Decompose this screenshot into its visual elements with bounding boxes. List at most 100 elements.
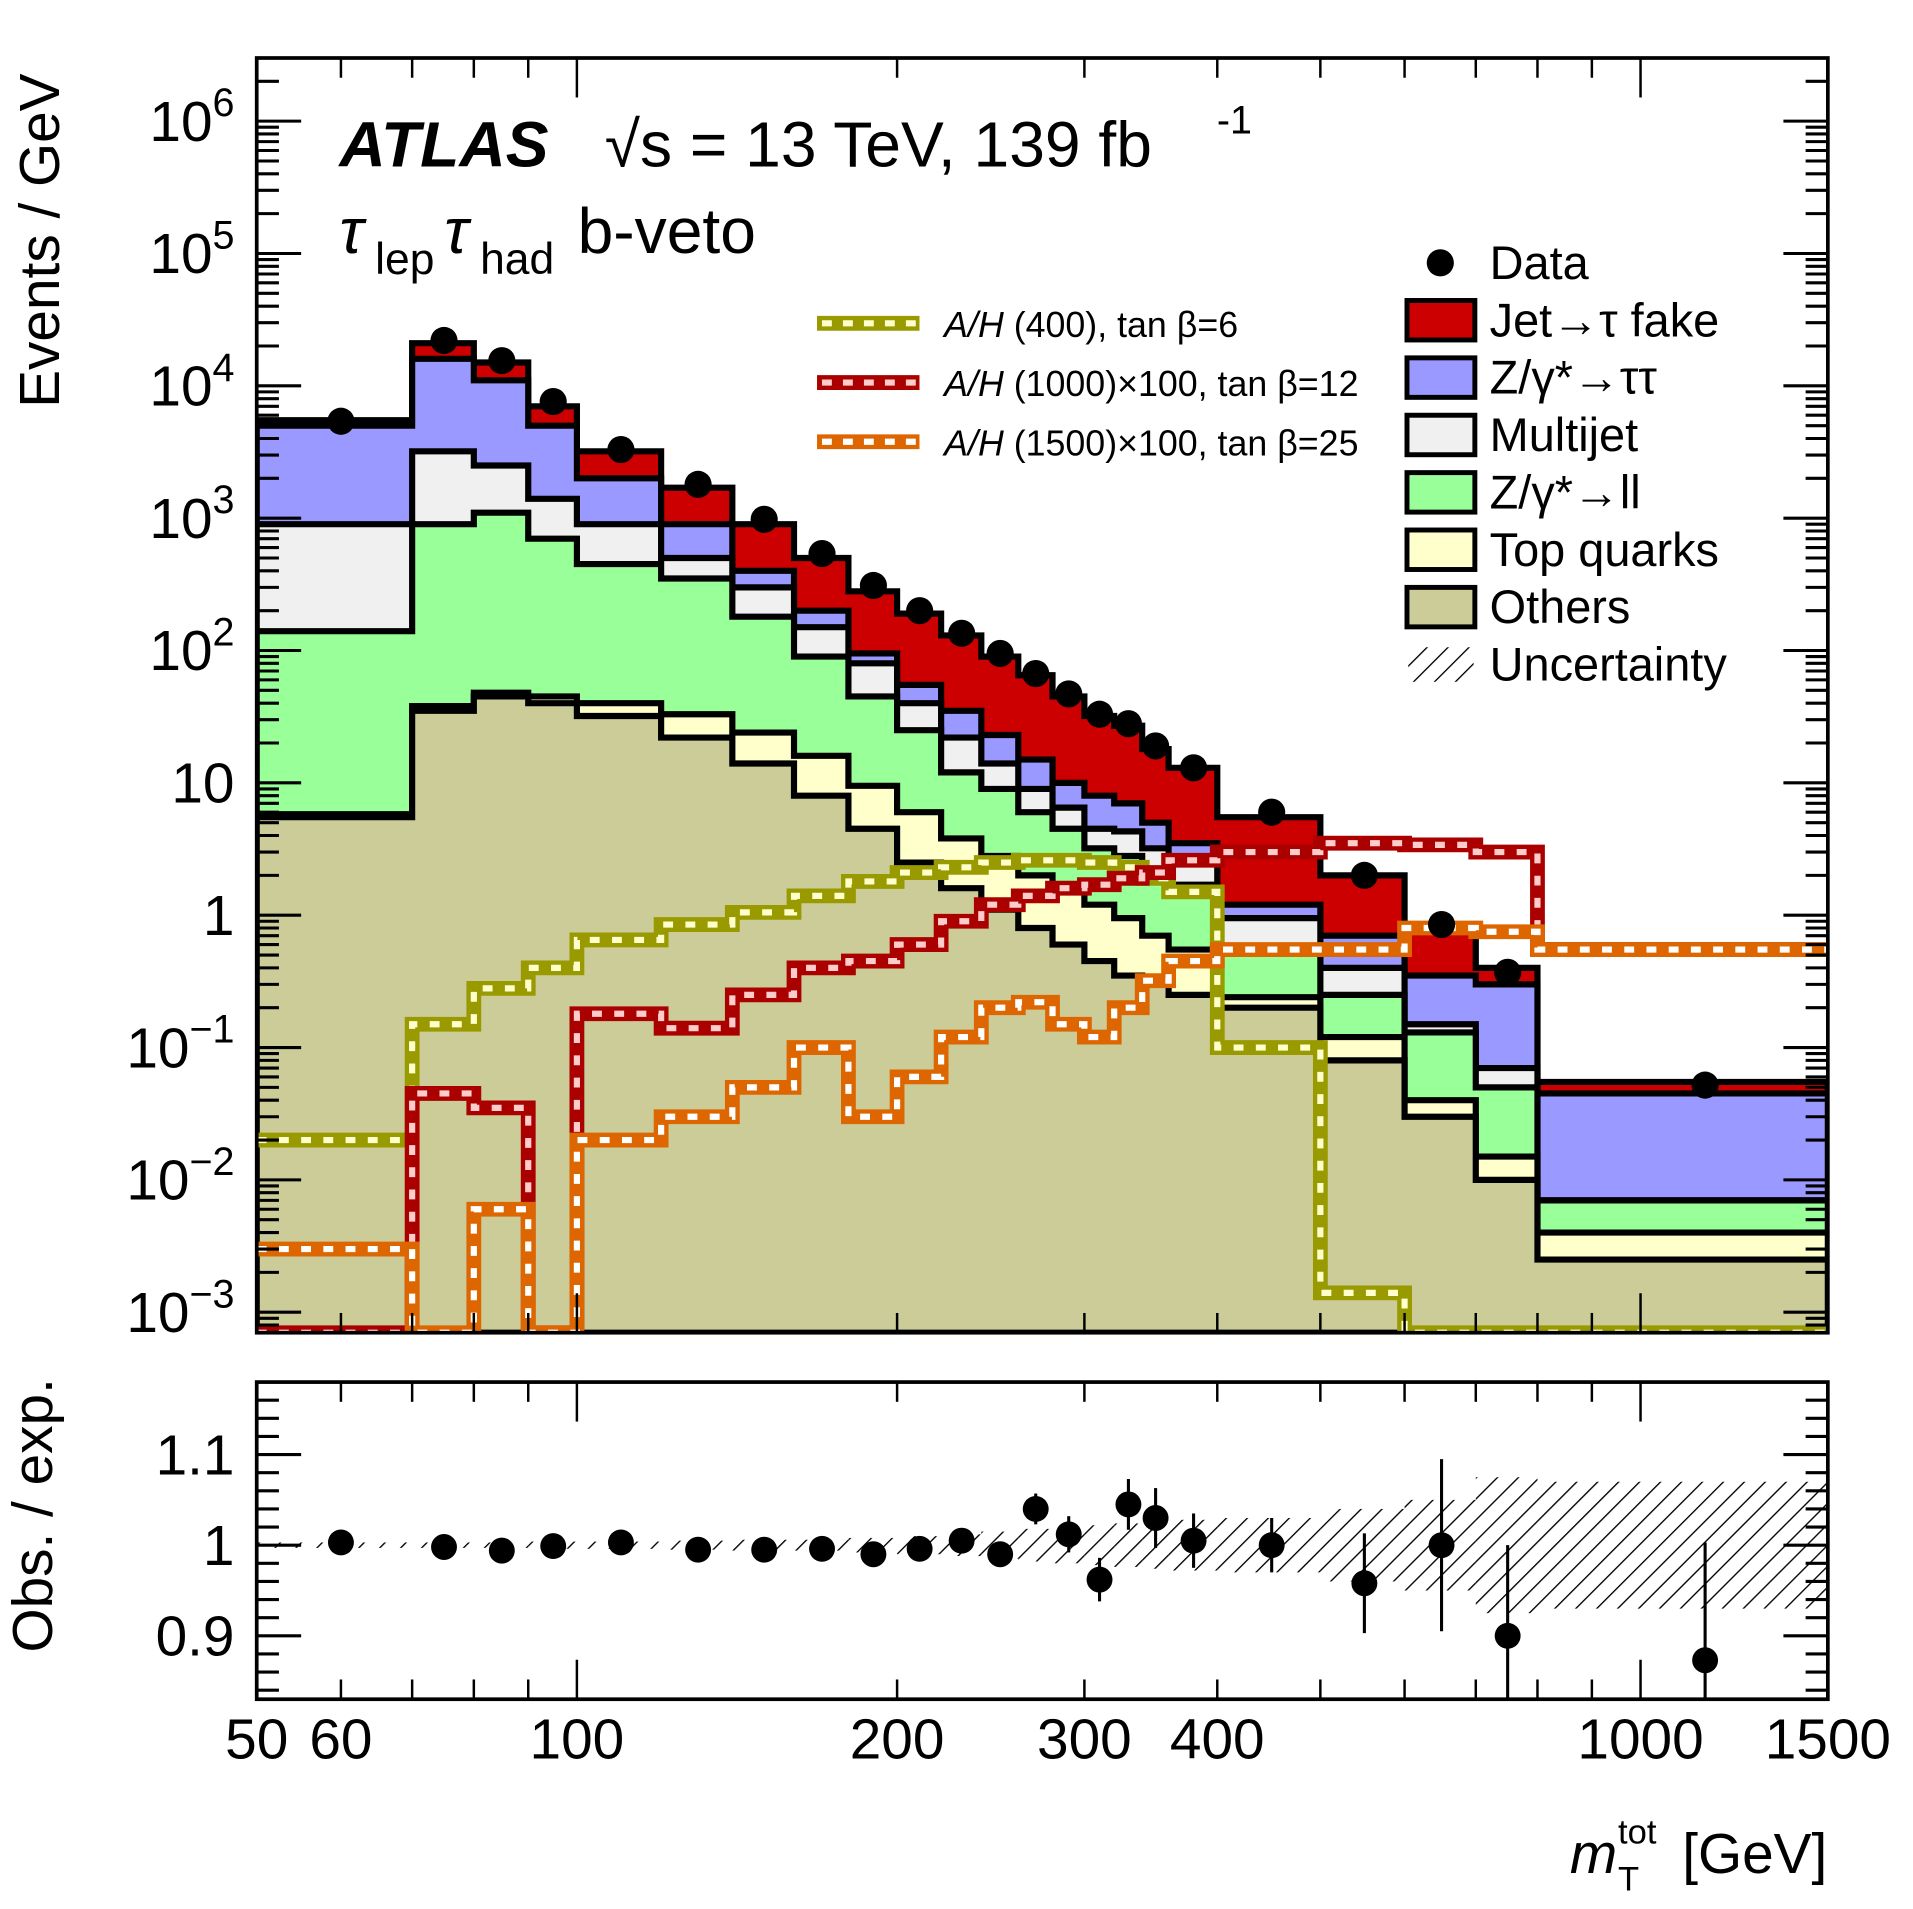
legend-label: Z/γ*→ττ [1490,352,1658,404]
y-tick-base: 10 [149,223,212,286]
signal-legend-rest: (1500)×100, tan β=25 [1004,423,1359,463]
legend-swatch-hatch [1408,647,1474,682]
ratio-band-bin [1018,1528,1053,1562]
y-tick-base: 10 [126,1017,189,1080]
y-tick-base: 10 [171,753,234,816]
energy-lumi-label: √s = 13 TeV, 139 fb [605,109,1152,181]
x-tick-label: 300 [1037,1708,1132,1771]
channel-tau1: τ [339,195,367,267]
signal-legend-prefix: A/H [942,423,1004,463]
y-tick-base: 10 [126,1282,189,1345]
channel-sub-lep: lep [375,235,434,284]
ratio-point [1428,1532,1455,1559]
y-tick-base: 10 [126,1150,189,1213]
legend-label: Multijet [1490,409,1638,461]
y-tick-exponent: 5 [213,214,235,258]
ratio-tick-label: 0.9 [156,1606,235,1669]
data-point [327,407,355,435]
channel-sub-had: had [480,235,554,284]
legend-swatch [1404,584,1478,630]
ratio-point [431,1534,457,1560]
x-tick-label: 400 [1170,1708,1265,1771]
y-axis-title: Events / GeV [9,73,72,407]
legend-label: Others [1490,581,1631,633]
legend-label: Z/γ*→ll [1490,466,1641,518]
lumi-exponent: -1 [1217,98,1252,142]
data-point [986,639,1014,668]
x-tick-labels: 50 60 100 200 300 400 1000 1500 [225,1708,1891,1771]
x-tick-label: 1000 [1577,1708,1703,1771]
ratio-tick-labels: 1.1 1 0.9 [156,1424,235,1668]
main-axis-ticks [256,56,1828,1335]
ratio-point [327,1529,354,1556]
y-tick-label: 104 [149,346,234,419]
y-tick-label: 105 [149,214,234,287]
legend-label: Data [1490,237,1590,289]
ratio-point [1692,1647,1719,1674]
signal-curve-dots-1 [256,857,1828,1333]
ratio-point [1142,1505,1169,1531]
signal-legend-prefix: A/H [942,305,1004,345]
channel-tau2: τ [444,195,472,267]
data-point [1085,700,1114,728]
x-tick-label: 1500 [1765,1708,1891,1771]
legend-label: Uncertainty [1490,639,1728,691]
y-tick-label: 106 [149,81,234,154]
ratio-tick-label: 1.1 [156,1424,235,1487]
x-tick-label: 100 [530,1708,625,1771]
ratio-point [860,1541,887,1568]
ratio-frame [254,1380,1830,1702]
x-axis-title-sup: tot [1618,1814,1657,1852]
y-tick-label: 10−1 [126,1008,234,1081]
y-tick-exponent: 6 [213,81,235,125]
data-point [1142,732,1170,760]
x-axis-title-unit: [GeV] [1682,1823,1827,1886]
y-tick-exponent: −2 [189,1140,234,1184]
y-tick-label: 10 [171,753,234,816]
data-point [750,505,778,533]
ratio-point [488,1537,515,1564]
data-point [684,470,712,498]
legend-label: Top quarks [1490,524,1719,576]
ratio-point [1494,1622,1521,1649]
legend-swatch [1404,355,1478,400]
y-tick-base: 10 [149,488,212,551]
data-point [607,435,635,464]
ratio-point [1086,1566,1113,1593]
y-tick-exponent: −1 [189,1008,234,1052]
data-point [1258,798,1286,826]
ratio-point [1022,1495,1049,1522]
signal-legend-label: A/H (1500)×100, tan β=25 [942,423,1358,463]
ratio-point [906,1535,933,1562]
x-tick-label: 50 [225,1708,288,1771]
signal-curves [256,835,1828,1333]
legend-marker-data [1426,249,1454,277]
data-point [430,326,458,355]
legend-swatch [1404,298,1478,343]
channel-label: τ lep τ had b-veto [339,195,756,284]
ratio-point [1180,1527,1207,1554]
ratio-point [809,1535,835,1562]
signal-curve-dots-3 [256,924,1828,1333]
signal-legend-rest: (400), tan β=6 [1004,305,1238,345]
data-point [1691,1071,1719,1099]
y-tick-label: 102 [149,611,234,684]
ratio-point [1258,1532,1285,1559]
ratio-band-bin [1114,1523,1143,1567]
legend-swatch [1404,412,1478,458]
category-label: b-veto [578,195,756,267]
ratio-point [751,1536,778,1563]
y-tick-base: 10 [149,620,212,683]
y-tick-exponent: 4 [213,346,235,390]
ratio-points [327,1459,1719,1700]
data-point [1350,861,1378,889]
experiment-label: ATLAS [337,109,548,181]
signal-legend: A/H (400), tan β=6A/H (1000)×100, tan β=… [817,305,1358,463]
y-tick-label: 10−3 [126,1272,234,1345]
data-point [1180,754,1208,782]
data-point [948,619,976,647]
y-tick-exponent: 2 [213,611,235,655]
